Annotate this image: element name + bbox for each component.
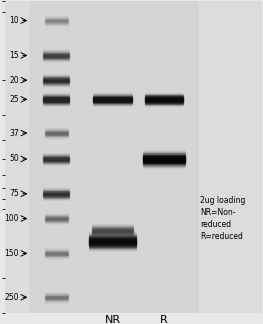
Text: 150: 150 bbox=[4, 249, 19, 258]
Text: 25: 25 bbox=[9, 95, 19, 104]
Text: 37: 37 bbox=[9, 129, 19, 138]
Text: NR: NR bbox=[104, 315, 121, 324]
Text: 100: 100 bbox=[4, 214, 19, 223]
Text: R: R bbox=[160, 315, 168, 324]
Text: 10: 10 bbox=[9, 16, 19, 25]
Text: 2ug loading
NR=Non-
reduced
R=reduced: 2ug loading NR=Non- reduced R=reduced bbox=[200, 196, 245, 241]
Text: 75: 75 bbox=[9, 189, 19, 198]
Text: 20: 20 bbox=[9, 76, 19, 85]
Text: 50: 50 bbox=[9, 155, 19, 163]
Text: 250: 250 bbox=[4, 293, 19, 302]
Bar bbox=[30, 1, 197, 313]
Text: 15: 15 bbox=[9, 51, 19, 60]
